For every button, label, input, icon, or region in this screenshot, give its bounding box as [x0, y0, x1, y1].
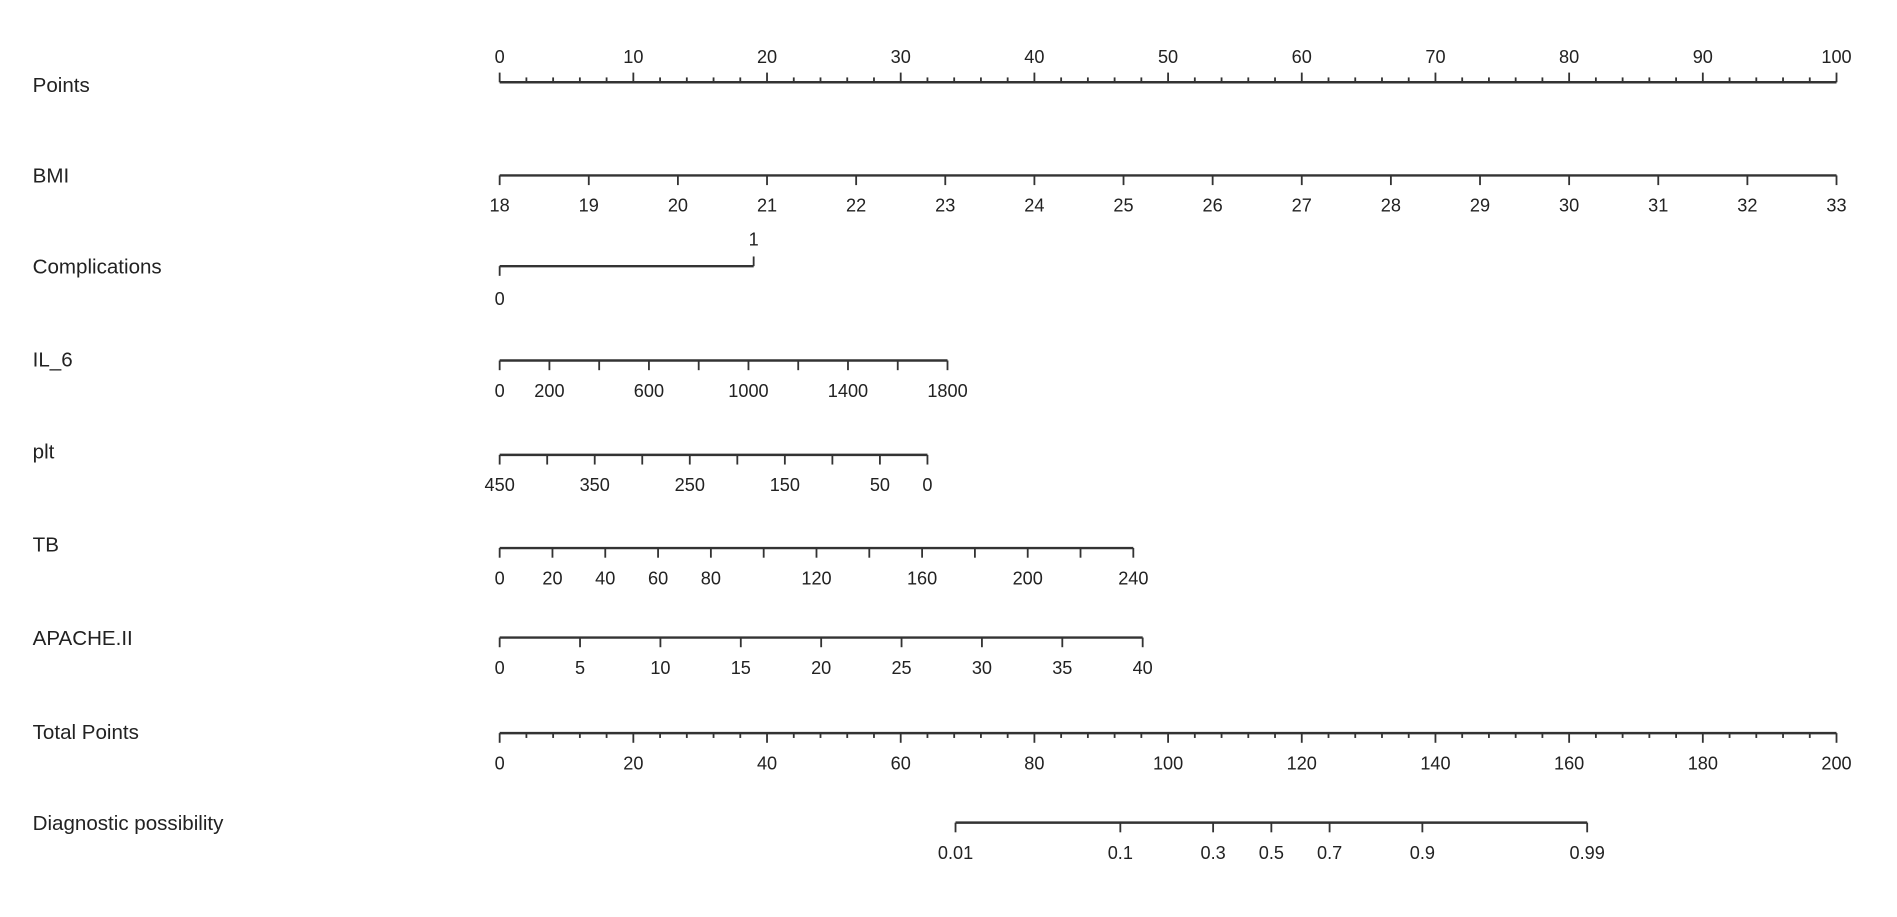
tick-label: 20 [811, 658, 831, 678]
tick-label: 0 [495, 658, 505, 678]
tick-label: 20 [542, 568, 562, 588]
axis-tb: TB 0 20 40 60 80 120 160 200 240 [33, 534, 1149, 589]
tick-label: 27 [1292, 196, 1312, 216]
tick-label: 26 [1203, 196, 1223, 216]
tick-label: 40 [1133, 658, 1153, 678]
tick-label: 0.5 [1259, 843, 1284, 863]
axis-label: plt [33, 441, 55, 464]
tick-label: 100 [1153, 753, 1183, 773]
tick-label: 60 [891, 753, 911, 773]
tick-label: 1800 [927, 381, 967, 401]
tick-label: 25 [891, 658, 911, 678]
tick-label: 100 [1821, 47, 1851, 67]
tick-label: 19 [579, 196, 599, 216]
tick-label: 18 [490, 196, 510, 216]
tick-label: 21 [757, 196, 777, 216]
tick-label: 240 [1118, 568, 1148, 588]
tick-label: 40 [595, 568, 615, 588]
axis-label: APACHE.II [33, 627, 133, 650]
tick-label: 0.1 [1108, 843, 1133, 863]
tick-label: 5 [575, 658, 585, 678]
tick-label: 200 [1013, 568, 1043, 588]
tick-label: 200 [534, 381, 564, 401]
tick-label: 0.99 [1570, 843, 1605, 863]
tick-label: 250 [675, 475, 705, 495]
tick-label: 0.7 [1317, 843, 1342, 863]
tick-label: 15 [731, 658, 751, 678]
tick-label: 31 [1648, 196, 1668, 216]
axis-apache-ii: APACHE.II 0 5 10 15 20 25 30 35 40 [33, 627, 1153, 678]
tick-label: 0.9 [1410, 843, 1435, 863]
tick-label: 0 [495, 289, 505, 309]
tick-label: 0.3 [1201, 843, 1226, 863]
tick-label: 0 [495, 753, 505, 773]
axis-label: IL_6 [33, 349, 73, 372]
tick-label: 1 [749, 230, 759, 250]
tick-label: 0 [495, 381, 505, 401]
axis-bmi: BMI 18 19 20 21 22 23 24 25 26 27 28 29 30 31 32 33 [33, 165, 1847, 216]
tick-label: 23 [935, 196, 955, 216]
tick-label: 22 [846, 196, 866, 216]
axis-label: Total Points [33, 721, 139, 744]
tick-label: 33 [1826, 196, 1846, 216]
axis-complications: Complications 0 1 [33, 230, 759, 309]
axis-points: Points 0 10 20 30 40 50 60 70 80 90 100 [33, 47, 1852, 97]
tick-label: 200 [1821, 753, 1851, 773]
tick-label: 150 [770, 475, 800, 495]
tick-label: 30 [1559, 196, 1579, 216]
axis-label: Points [33, 74, 90, 97]
axis-il-6: IL_6 0 200 600 1000 1400 1800 [33, 349, 968, 401]
tick-label: 350 [580, 475, 610, 495]
tick-label: 80 [1024, 753, 1044, 773]
tick-label: 0 [922, 475, 932, 495]
tick-label: 60 [1292, 47, 1312, 67]
tick-label: 140 [1420, 753, 1450, 773]
tick-label: 30 [891, 47, 911, 67]
tick-label: 90 [1693, 47, 1713, 67]
tick-label: 80 [701, 568, 721, 588]
tick-label: 10 [623, 47, 643, 67]
tick-label: 1000 [728, 381, 768, 401]
tick-label: 80 [1559, 47, 1579, 67]
axis-label: Complications [33, 255, 162, 278]
tick-label: 40 [1024, 47, 1044, 67]
tick-label: 70 [1425, 47, 1445, 67]
tick-label: 60 [648, 568, 668, 588]
tick-label: 120 [801, 568, 831, 588]
tick-label: 10 [650, 658, 670, 678]
tick-label: 20 [757, 47, 777, 67]
tick-label: 20 [668, 196, 688, 216]
tick-label: 29 [1470, 196, 1490, 216]
tick-label: 25 [1113, 196, 1133, 216]
tick-label: 0 [495, 47, 505, 67]
tick-label: 1400 [828, 381, 868, 401]
tick-label: 600 [634, 381, 664, 401]
tick-label: 30 [972, 658, 992, 678]
tick-label: 28 [1381, 196, 1401, 216]
tick-label: 160 [1554, 753, 1584, 773]
tick-label: 180 [1688, 753, 1718, 773]
tick-label: 35 [1052, 658, 1072, 678]
axis-label: BMI [33, 165, 70, 188]
axis-plt: plt 450 350 250 150 50 0 [33, 441, 933, 496]
tick-label: 32 [1737, 196, 1757, 216]
axis-label: Diagnostic possibility [33, 812, 224, 835]
axis-diagnostic-possibility: Diagnostic possibility 0.01 0.1 0.3 0.5 0.7 0.… [33, 812, 1605, 863]
tick-label: 40 [757, 753, 777, 773]
tick-label: 20 [623, 753, 643, 773]
tick-label: 0 [495, 568, 505, 588]
axis-label: TB [33, 534, 59, 557]
tick-label: 24 [1024, 196, 1044, 216]
tick-label: 0.01 [938, 843, 973, 863]
tick-label: 160 [907, 568, 937, 588]
tick-label: 120 [1287, 753, 1317, 773]
tick-label: 50 [1158, 47, 1178, 67]
tick-label: 50 [870, 475, 890, 495]
tick-label: 450 [485, 475, 515, 495]
axis-total-points: Total Points 0 20 40 60 80 100 120 140 160 180 200 [33, 721, 1852, 773]
